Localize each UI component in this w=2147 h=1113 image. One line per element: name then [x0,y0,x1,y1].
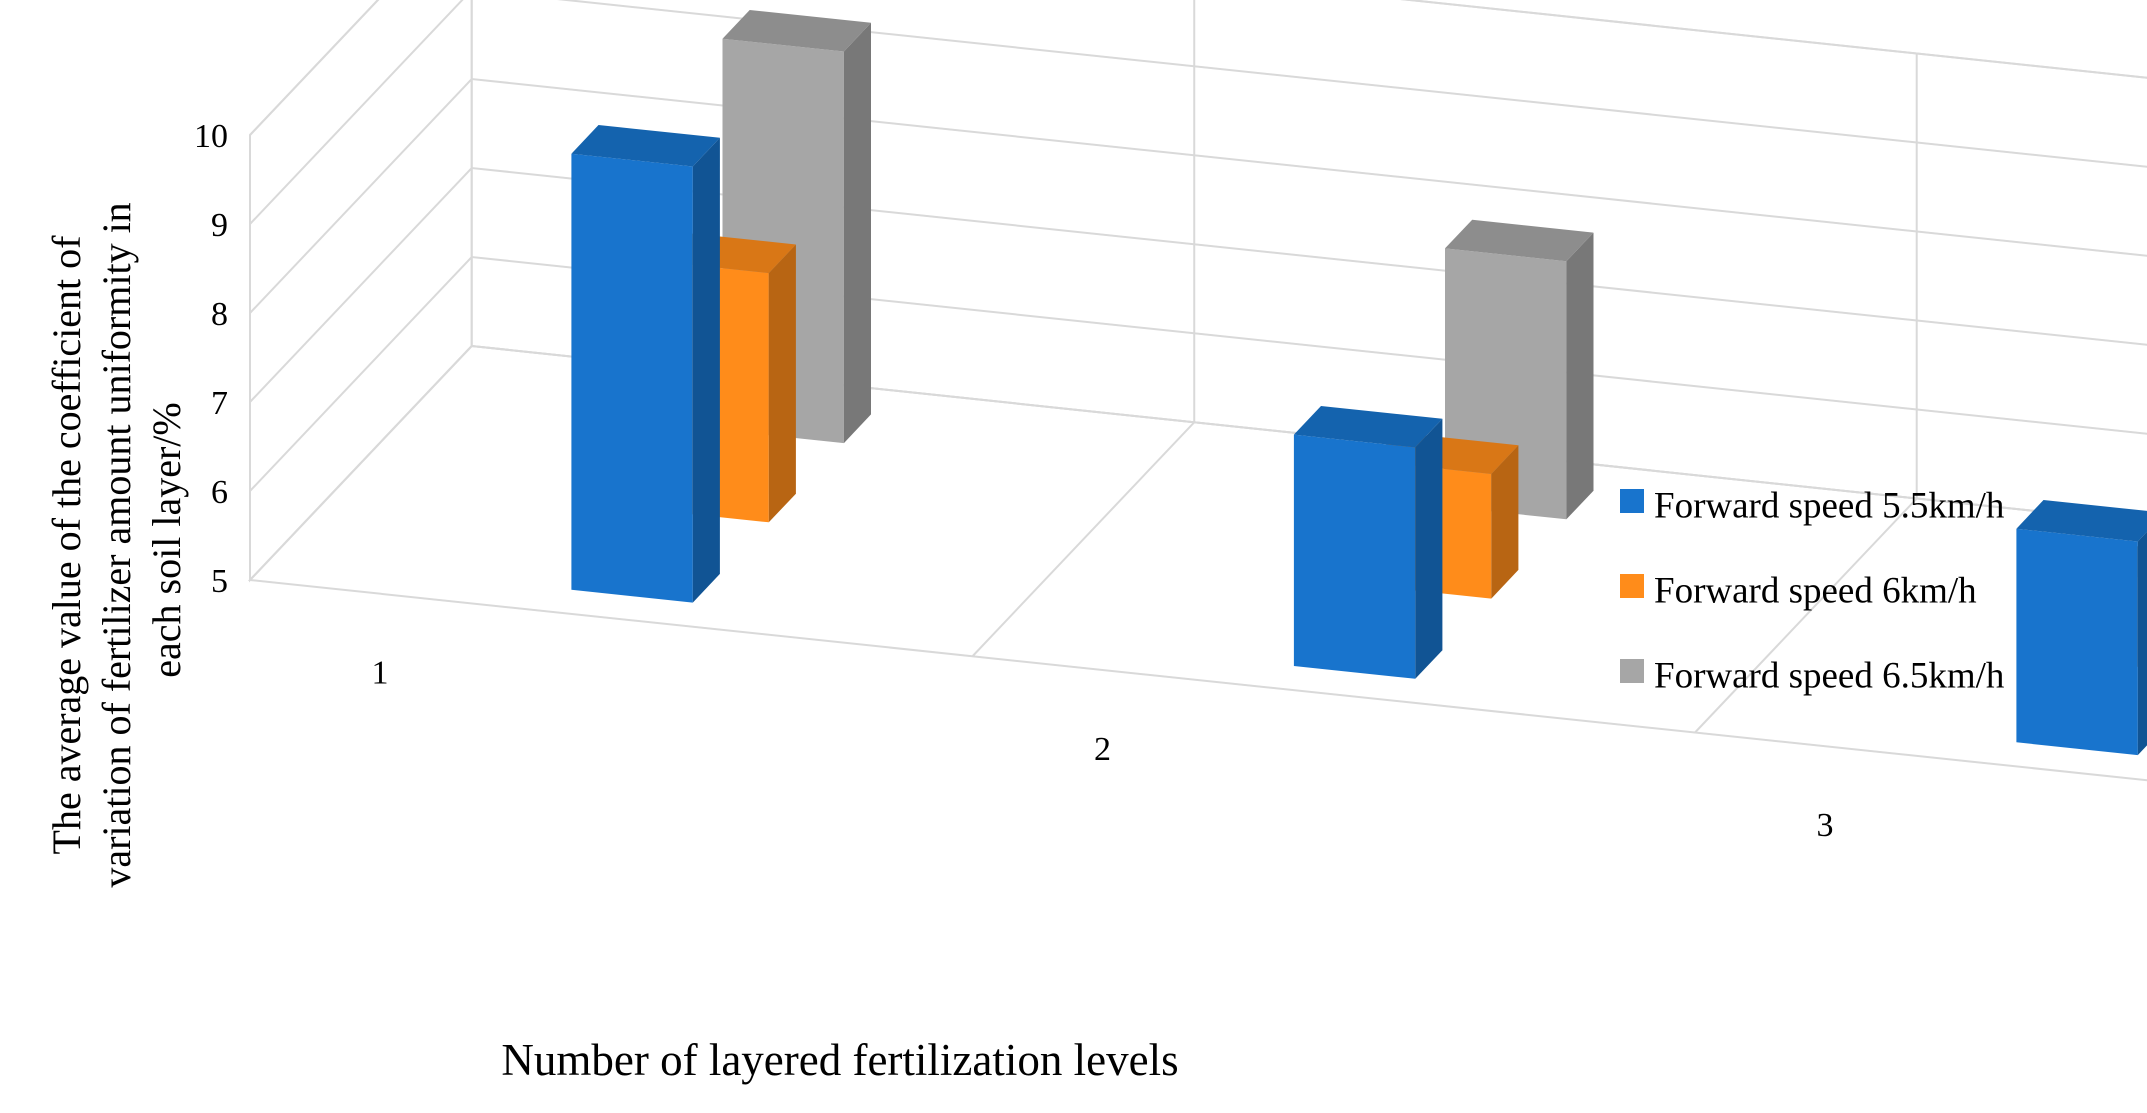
bar-top-face [1293,406,1443,448]
x-tick-label: 1 [372,655,389,692]
bar-front-face [571,153,693,603]
bar-1-1 [571,125,720,603]
bar-side-face [768,244,796,523]
bar-1-3 [2016,500,2147,756]
tick-labels: 56789101234 [194,118,1834,844]
side-wall [249,0,473,583]
bar-side-face [1491,445,1519,599]
y-axis-title: The average value of the coefficient of … [44,192,189,887]
x-tick-label: 2 [1094,731,1111,768]
x-axis-title: Number of layered fertilization levels [501,1035,1178,1085]
y-tick-label: 8 [211,296,228,333]
legend-label: Forward speed 6.5km/h [1654,655,2005,696]
y-tick-label: 5 [211,563,228,600]
bar-front-face [1293,434,1416,679]
x-tick-label: 3 [1817,807,1834,844]
gridline [249,0,2147,136]
y-tick-label: 10 [194,118,228,155]
bar-front-face [2016,528,2138,756]
bar-1-2 [1293,406,1443,679]
bar-top-face [722,10,871,52]
bar-side-face [2137,531,2147,756]
legend: Forward speed 5.5km/h Forward speed 6km/h… [1620,485,2005,696]
bar-side-face [843,22,871,444]
bars [571,10,2147,756]
bar-top-face [2016,500,2147,542]
legend-swatch [1620,659,1644,683]
legend-swatch [1620,489,1644,513]
floor [247,344,2147,782]
gridline [249,166,2147,403]
gridlines [247,0,2147,782]
bar-top-face [1445,219,1594,262]
floor-divider [1694,497,1918,734]
legend-label: Forward speed 5.5km/h [1654,485,2005,526]
y-axis-title-line-1: The average value of the coefficient of [44,235,89,855]
gridline [249,0,2147,225]
gridline [249,77,2147,314]
y-axis-title-line-3: each soil layer/% [144,402,189,677]
y-tick-label: 7 [211,385,228,422]
gridline [249,344,2147,581]
bar-side-face [1415,418,1443,679]
legend-label: Forward speed 6km/h [1654,570,1977,611]
bar-top-face [571,125,720,167]
floor-divider [971,421,1195,657]
gridline [249,255,2147,492]
y-tick-label: 6 [211,474,228,511]
bar-side-face [1566,232,1594,520]
legend-swatch [1620,574,1644,598]
y-axis-title-line-2: variation of fertilizer amount uniformit… [94,202,139,887]
bar-side-face [692,137,720,603]
y-tick-label: 9 [211,207,228,244]
